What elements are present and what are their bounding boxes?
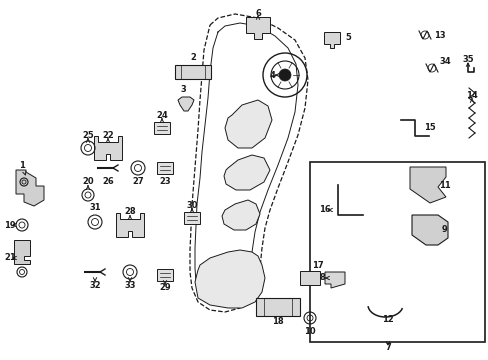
Polygon shape bbox=[224, 155, 269, 190]
Text: 5: 5 bbox=[345, 33, 350, 42]
Bar bbox=[157, 269, 173, 281]
Text: 11: 11 bbox=[438, 180, 450, 189]
Text: 22: 22 bbox=[102, 130, 114, 139]
Text: 18: 18 bbox=[272, 318, 283, 327]
Text: 17: 17 bbox=[311, 261, 323, 270]
Text: 35: 35 bbox=[461, 55, 473, 64]
Text: 33: 33 bbox=[124, 280, 136, 289]
Polygon shape bbox=[178, 97, 194, 111]
Text: 15: 15 bbox=[423, 123, 435, 132]
Text: 34: 34 bbox=[438, 58, 450, 67]
Polygon shape bbox=[14, 240, 30, 264]
Text: 3: 3 bbox=[180, 85, 185, 94]
Text: 14: 14 bbox=[465, 90, 477, 99]
Bar bbox=[183, 212, 200, 224]
Polygon shape bbox=[195, 250, 264, 308]
Text: 4: 4 bbox=[268, 71, 274, 80]
Circle shape bbox=[279, 69, 290, 81]
Text: 9: 9 bbox=[441, 225, 447, 234]
Text: 31: 31 bbox=[89, 203, 101, 212]
Polygon shape bbox=[222, 200, 260, 230]
Text: 20: 20 bbox=[82, 177, 94, 186]
Polygon shape bbox=[94, 136, 122, 160]
Text: 1: 1 bbox=[19, 161, 25, 170]
Text: 13: 13 bbox=[433, 31, 445, 40]
Polygon shape bbox=[325, 272, 345, 288]
Text: 10: 10 bbox=[304, 328, 315, 337]
Text: 25: 25 bbox=[82, 130, 94, 139]
Polygon shape bbox=[224, 100, 271, 148]
Text: 12: 12 bbox=[381, 315, 393, 324]
Text: 2: 2 bbox=[190, 54, 196, 63]
Bar bbox=[299, 271, 319, 285]
Text: 21: 21 bbox=[4, 253, 16, 262]
Text: 28: 28 bbox=[124, 207, 136, 216]
Bar bbox=[256, 298, 299, 316]
Bar bbox=[154, 122, 170, 134]
Polygon shape bbox=[116, 213, 143, 237]
Polygon shape bbox=[16, 170, 44, 206]
Text: 24: 24 bbox=[156, 111, 167, 120]
Polygon shape bbox=[245, 17, 269, 39]
Text: 8: 8 bbox=[319, 274, 324, 283]
Text: 30: 30 bbox=[186, 201, 197, 210]
Text: 6: 6 bbox=[255, 9, 261, 18]
Polygon shape bbox=[409, 167, 445, 203]
Text: 19: 19 bbox=[4, 220, 16, 230]
Text: 7: 7 bbox=[385, 343, 390, 352]
Text: 16: 16 bbox=[319, 206, 330, 215]
Text: 29: 29 bbox=[159, 284, 170, 292]
Polygon shape bbox=[411, 215, 447, 245]
Text: 23: 23 bbox=[159, 177, 170, 186]
Polygon shape bbox=[324, 32, 339, 48]
Bar bbox=[157, 162, 173, 174]
Bar bbox=[309, 162, 484, 342]
Text: 27: 27 bbox=[132, 177, 143, 186]
Text: 32: 32 bbox=[89, 280, 101, 289]
Text: 26: 26 bbox=[102, 177, 114, 186]
Bar bbox=[175, 65, 210, 79]
